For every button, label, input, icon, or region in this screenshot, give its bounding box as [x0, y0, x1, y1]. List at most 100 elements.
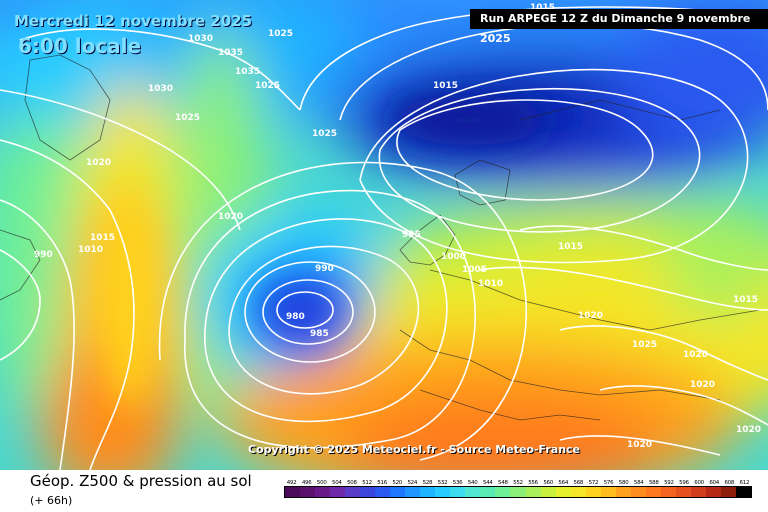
isobar-label: 1025	[268, 29, 293, 39]
scale-label: 504	[332, 480, 342, 486]
scale-label: 552	[513, 480, 523, 486]
scale-swatch	[405, 487, 421, 497]
scale-label: 528	[422, 480, 433, 486]
isobar-label: 1020	[86, 158, 111, 168]
scale-swatch	[615, 487, 631, 497]
isobar-label: 1005	[462, 265, 487, 275]
scale-swatch	[555, 487, 571, 497]
isobar-label: 1020	[690, 380, 715, 390]
scale-swatch	[660, 487, 676, 497]
scale-label: 568	[573, 480, 584, 486]
scale-label: 560	[543, 480, 553, 486]
isobar-label: 1025	[632, 340, 657, 350]
isobar-label: 990	[34, 250, 53, 260]
scale-swatch	[645, 487, 661, 497]
isobar-label: 1010	[478, 279, 503, 289]
scale-swatch	[450, 487, 466, 497]
scale-label: 556	[528, 480, 538, 486]
scale-swatch	[465, 487, 481, 497]
weather-map: 1015 1025 1030 1035 1025 1020 1010 1005 …	[0, 0, 768, 470]
color-scale-labels: 492 496 500 504 508 512 516 520 524 528 532 536 540 5…	[284, 480, 752, 486]
isobar-label: 1020	[578, 311, 603, 321]
scale-swatch	[360, 487, 376, 497]
scale-swatch	[375, 487, 391, 497]
scale-label: 516	[377, 480, 387, 486]
scale-swatch	[600, 487, 616, 497]
scale-label: 492	[286, 480, 297, 486]
scale-swatch	[420, 487, 436, 497]
scale-swatch	[540, 487, 556, 497]
scale-label: 572	[588, 480, 599, 486]
color-scale-bar	[284, 486, 752, 498]
legend-panel: Géop. Z500 & pression au sol (+ 66h) 492…	[0, 470, 768, 512]
scale-label: 576	[603, 480, 614, 486]
isobar-label: 1035	[218, 48, 243, 58]
scale-swatch	[345, 487, 361, 497]
isobar-label: 1020	[627, 440, 652, 450]
scale-label: 584	[633, 480, 644, 486]
scale-label: 496	[301, 480, 312, 486]
scale-label: 580	[618, 480, 629, 486]
isobars	[0, 6, 768, 470]
scale-swatch	[285, 487, 301, 497]
forecast-date: Mercredi 12 novembre 2025	[14, 12, 253, 30]
legend-subtitle: (+ 66h)	[30, 494, 73, 507]
scale-swatch	[315, 487, 331, 497]
scale-swatch	[300, 487, 316, 497]
isobar-label: 1010	[78, 245, 103, 255]
scale-label: 608	[724, 480, 735, 486]
isobar-label: 990	[315, 264, 334, 274]
isobar-label: 1015	[90, 233, 115, 243]
scale-swatch	[735, 487, 751, 497]
isobar-label: 1035	[235, 67, 260, 77]
scale-label: 548	[498, 480, 508, 486]
scale-label: 596	[679, 480, 689, 486]
isobar-label: 1020	[736, 425, 761, 435]
scale-swatch	[510, 487, 526, 497]
scale-label: 536	[452, 480, 463, 486]
scale-label: 612	[739, 480, 750, 486]
isobar-label: 1000	[441, 252, 466, 262]
isobar-label: 985	[310, 329, 329, 339]
scale-label: 524	[407, 480, 418, 486]
scale-label: 500	[316, 480, 327, 486]
copyright-text: Copyright © 2025 Meteociel.fr - Source M…	[248, 443, 581, 456]
scale-swatch	[720, 487, 736, 497]
scale-label: 600	[694, 480, 704, 486]
isobar-label: 995	[402, 230, 421, 240]
scale-swatch	[390, 487, 406, 497]
scale-label: 604	[709, 480, 719, 486]
scale-label: 564	[558, 480, 569, 486]
scale-label: 588	[648, 480, 659, 486]
isobar-label: 1020	[683, 350, 708, 360]
isobar-label: 1015	[433, 81, 458, 91]
scale-swatch	[690, 487, 706, 497]
isobar-label: 1015	[733, 295, 758, 305]
scale-label: 520	[392, 480, 402, 486]
isobar-label: 1030	[188, 34, 213, 44]
coastlines	[0, 54, 761, 421]
scale-swatch	[705, 487, 721, 497]
isobar-label: 1025	[312, 129, 337, 139]
scale-swatch	[630, 487, 646, 497]
scale-swatch	[525, 487, 541, 497]
legend-title: Géop. Z500 & pression au sol	[30, 472, 252, 490]
isobar-label: 1025	[175, 113, 200, 123]
scale-swatch	[435, 487, 451, 497]
isobar-label: 980	[286, 312, 305, 322]
scale-label: 592	[664, 480, 674, 486]
color-scale: 492 496 500 504 508 512 516 520 524 528 532 536 540 5…	[284, 480, 752, 498]
isobar-labels: 1015 1025 1030 1035 1025 1020 1010 1005 …	[34, 3, 761, 450]
scale-swatch	[585, 487, 601, 497]
isobar-label: 1015	[558, 242, 583, 252]
isobar-label: 1030	[148, 84, 173, 94]
scale-swatch	[330, 487, 346, 497]
scale-swatch	[495, 487, 511, 497]
forecast-time: 6:00 locale	[18, 34, 142, 58]
scale-swatch	[675, 487, 691, 497]
scale-label: 544	[482, 480, 493, 486]
isobar-label: 1020	[218, 212, 243, 222]
scale-swatch	[480, 487, 496, 497]
isobar-label: 1025	[255, 81, 280, 91]
scale-label: 512	[362, 480, 372, 486]
